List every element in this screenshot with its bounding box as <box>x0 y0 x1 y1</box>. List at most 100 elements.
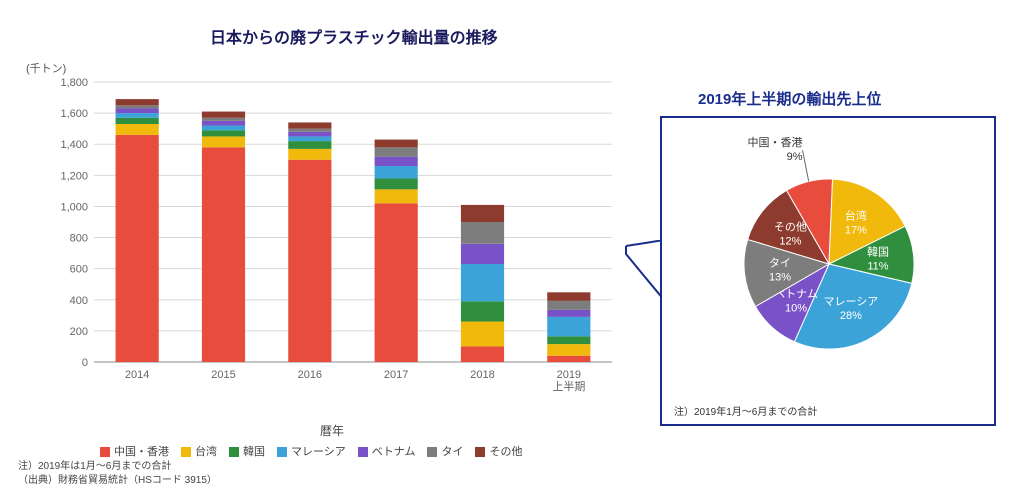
svg-text:400: 400 <box>70 295 88 307</box>
bar-segment <box>547 344 590 356</box>
legend-item: その他 <box>475 443 522 459</box>
pie-slice-name: 韓国 <box>867 245 889 258</box>
pie-slice-pct: 11% <box>867 260 888 272</box>
bar-segment <box>547 292 590 301</box>
legend-item: 韓国 <box>229 443 265 459</box>
bar-segment <box>461 322 504 347</box>
pie-slice-name: タイ <box>769 257 791 270</box>
legend-swatch <box>181 447 191 457</box>
footnote-1: 注）2019年は1月～6月までの合計 <box>18 460 217 474</box>
bar-chart-area: 02004006008001,0001,2001,4001,6001,80020… <box>60 78 620 398</box>
pie-slice-pct: 17% <box>845 225 867 237</box>
bar-segment <box>547 317 590 336</box>
legend-item: 中国・香港 <box>100 443 169 459</box>
bar-segment <box>375 166 418 178</box>
bar-segment <box>288 141 331 149</box>
svg-text:2017: 2017 <box>384 369 408 381</box>
bar-chart-svg: 02004006008001,0001,2001,4001,6001,80020… <box>60 78 620 398</box>
x-axis-label: 暦年 <box>320 422 344 439</box>
bar-segment <box>202 121 245 126</box>
svg-text:1,800: 1,800 <box>60 78 88 89</box>
bar-segment <box>288 129 331 132</box>
bar-legend: 中国・香港台湾韓国マレーシアベトナムタイその他 <box>100 443 522 459</box>
bar-segment <box>461 264 504 301</box>
bar-segment <box>461 222 504 244</box>
bar-segment <box>288 160 331 362</box>
bar-segment <box>288 132 331 137</box>
bar-segment <box>288 122 331 128</box>
bar-segment <box>547 301 590 310</box>
bar-segment <box>375 203 418 362</box>
bar-segment <box>461 244 504 264</box>
footnote-2: （出典）財務省貿易統計（HSコード 3915） <box>18 474 217 488</box>
pie-slice-pct: 9% <box>787 151 803 163</box>
pie-slice-pct: 28% <box>840 310 862 322</box>
svg-text:0: 0 <box>82 357 88 369</box>
legend-swatch <box>475 447 485 457</box>
svg-text:2015: 2015 <box>211 369 235 381</box>
bar-segment <box>375 140 418 148</box>
pie-slice-name: 台湾 <box>845 209 867 223</box>
bar-segment <box>461 205 504 222</box>
bar-segment <box>116 135 159 362</box>
legend-swatch <box>277 447 287 457</box>
svg-text:1,000: 1,000 <box>60 201 88 213</box>
legend-item: タイ <box>427 443 463 459</box>
bar-segment <box>288 136 331 141</box>
svg-text:1,600: 1,600 <box>60 108 88 120</box>
bar-segment <box>202 130 245 136</box>
bar-segment <box>202 136 245 147</box>
bar-segment <box>288 149 331 160</box>
bar-segment <box>202 126 245 131</box>
bar-segment <box>375 178 418 189</box>
pie-slice-pct: 10% <box>785 303 807 315</box>
svg-text:600: 600 <box>70 264 88 276</box>
bar-chart-title: 日本からの廃プラスチック輸出量の推移 <box>210 24 498 48</box>
bar-segment <box>116 105 159 108</box>
pie-chart-title: 2019年上半期の輸出先上位 <box>698 88 881 109</box>
svg-text:2014: 2014 <box>125 369 149 381</box>
bar-segment <box>375 189 418 203</box>
callout-arrow <box>624 240 664 300</box>
bar-segment <box>116 118 159 124</box>
legend-item: マレーシア <box>277 443 346 459</box>
svg-text:2016: 2016 <box>298 369 322 381</box>
svg-text:2019: 2019 <box>557 369 581 381</box>
legend-item: ベトナム <box>358 443 416 459</box>
svg-text:1,200: 1,200 <box>60 170 88 182</box>
pie-chart-svg: 台湾17%韓国11%マレーシア28%ベトナム10%タイ13%その他12%中国・香… <box>704 136 954 386</box>
pie-chart-box: 台湾17%韓国11%マレーシア28%ベトナム10%タイ13%その他12%中国・香… <box>660 116 996 426</box>
pie-slice-name: 中国・香港 <box>748 136 803 149</box>
bar-segment <box>461 301 504 321</box>
bar-segment <box>547 356 590 362</box>
bar-segment <box>116 113 159 118</box>
bar-segment <box>116 108 159 113</box>
bar-segment <box>547 310 590 317</box>
chart-container: 日本からの廃プラスチック輸出量の推移 (千トン) 0 200 400 600 800 1,… <box>0 0 1016 500</box>
legend-swatch <box>358 447 368 457</box>
pie-slice-name: その他 <box>774 220 807 233</box>
svg-text:2018: 2018 <box>470 369 494 381</box>
bar-segment <box>547 336 590 344</box>
y-axis-unit: (千トン) <box>26 60 66 76</box>
legend-item: 台湾 <box>181 443 217 459</box>
legend-swatch <box>229 447 239 457</box>
bar-segment <box>116 99 159 105</box>
pie-note: 注）2019年1月～6月までの合計 <box>674 403 817 418</box>
footnotes: 注）2019年は1月～6月までの合計 （出典）財務省貿易統計（HSコード 391… <box>18 460 217 488</box>
svg-text:200: 200 <box>70 326 88 338</box>
pie-slice-pct: 13% <box>769 272 791 284</box>
bar-segment <box>202 118 245 121</box>
pie-slice-pct: 12% <box>779 235 801 247</box>
svg-text:上半期: 上半期 <box>552 379 585 393</box>
bar-segment <box>202 112 245 118</box>
legend-swatch <box>100 447 110 457</box>
bar-segment <box>375 157 418 166</box>
legend-swatch <box>427 447 437 457</box>
bar-segment <box>116 124 159 135</box>
bar-segment <box>461 346 504 362</box>
pie-slice-name: マレーシア <box>824 296 879 308</box>
bar-segment <box>202 147 245 362</box>
svg-text:800: 800 <box>70 233 88 245</box>
bar-segment <box>375 147 418 156</box>
